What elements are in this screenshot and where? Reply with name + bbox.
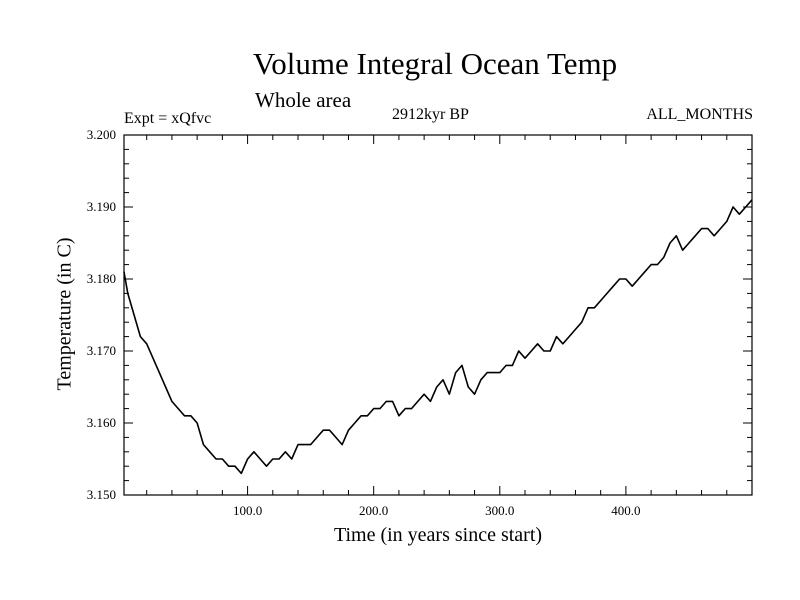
x-axis-label: Time (in years since start) (333, 524, 543, 546)
tick-marks (124, 134, 753, 496)
chart-title: Volume Integral Ocean Temp (252, 46, 618, 81)
y-tick-label: 3.200 (87, 127, 116, 142)
period-label: 2912kyr BP (392, 106, 469, 123)
x-tick-label: 400.0 (611, 503, 640, 518)
months-label: ALL_MONTHS (646, 106, 753, 123)
y-tick-label: 3.180 (87, 271, 116, 286)
y-tick-label: 3.150 (87, 487, 116, 502)
temperature-series-line (123, 199, 753, 475)
tick-labels: 100.0 200.0 300.0 400.0 3.150 3.160 3.170 3.180… (87, 127, 641, 518)
experiment-label: Expt = xQfvc (124, 110, 212, 127)
chart-subtitle: Whole area (255, 88, 352, 112)
x-tick-label: 300.0 (485, 503, 514, 518)
y-tick-label: 3.160 (87, 415, 116, 430)
plot-frame (123, 134, 753, 496)
x-tick-label: 200.0 (359, 503, 388, 518)
x-tick-label: 100.0 (233, 503, 262, 518)
y-tick-label: 3.190 (87, 199, 116, 214)
y-tick-label: 3.170 (87, 343, 116, 358)
